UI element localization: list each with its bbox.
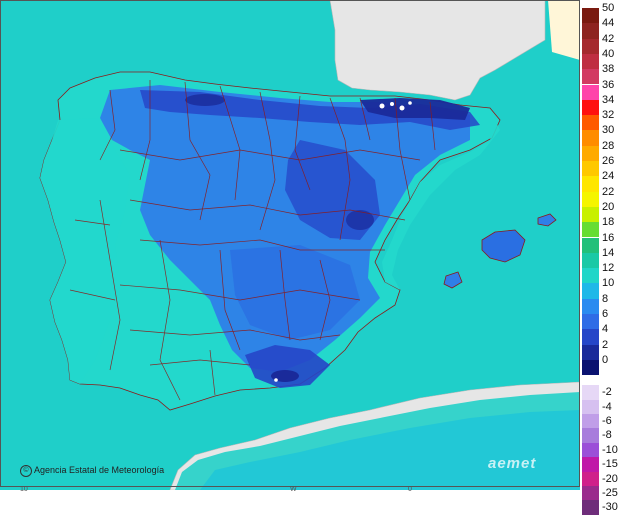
legend-swatch — [582, 457, 599, 472]
legend-label: 20 — [602, 200, 615, 213]
legend-label: 4 — [602, 323, 609, 336]
legend-label: 42 — [602, 32, 615, 45]
sierra-nevada-cold — [245, 345, 330, 388]
legend-swatch — [582, 38, 599, 54]
legend-swatch — [582, 130, 599, 146]
legend-swatch — [582, 428, 599, 443]
legend-label: 22 — [602, 185, 615, 198]
meseta-blue — [100, 85, 470, 372]
legend-label: 16 — [602, 231, 615, 244]
legend-swatch — [582, 115, 599, 131]
legend-swatch — [582, 84, 599, 100]
legend-label: 32 — [602, 109, 615, 122]
legend-swatch — [582, 442, 599, 458]
map-frame — [0, 0, 580, 487]
legend-label: 12 — [602, 262, 615, 275]
legend-label: -15 — [602, 458, 618, 471]
temperature-legend: 50 44 42 40 38 36 34 32 30 28 26 24 22 20 18 16 14 12 10 8 6… — [582, 3, 628, 515]
legend-label: -8 — [602, 429, 612, 442]
legend-swatch — [582, 399, 599, 414]
legend-label: -20 — [602, 472, 618, 485]
mallorca — [481, 229, 526, 263]
legend-label: 28 — [602, 139, 615, 152]
ibiza — [443, 271, 463, 289]
legend-swatch — [582, 385, 599, 400]
portugal-cyan — [40, 118, 130, 384]
legend-label: -30 — [602, 501, 618, 514]
legend-label: 26 — [602, 155, 615, 167]
legend-label: 38 — [602, 63, 615, 76]
legend-swatch — [582, 176, 599, 192]
legend-swatch — [582, 69, 599, 85]
legend-label: 44 — [602, 17, 615, 30]
legend-label: 10 — [602, 277, 615, 290]
legend-swatch — [582, 191, 599, 207]
legend-swatch — [582, 8, 599, 24]
sierra-nevada-peak — [271, 370, 299, 382]
snow-spot — [390, 102, 394, 106]
legend-swatch — [582, 222, 599, 238]
legend-swatch — [582, 471, 599, 486]
legend-label: 40 — [602, 47, 615, 60]
legend-label: -6 — [602, 415, 612, 427]
legend-swatch — [582, 344, 599, 360]
snow-spot — [399, 105, 405, 111]
legend-label: 34 — [602, 93, 615, 106]
legend-label: 18 — [602, 216, 615, 229]
legend-swatch — [582, 314, 599, 330]
copyright-icon: © — [20, 465, 32, 477]
aemet-watermark: aemet — [488, 455, 537, 472]
legend-label: 30 — [602, 124, 615, 137]
legend-swatch — [582, 329, 599, 345]
africa-inland — [200, 410, 580, 490]
legend-label: -25 — [602, 487, 618, 499]
legend-swatch — [582, 414, 599, 429]
pyrenees-cold — [360, 98, 470, 120]
legend-swatch — [582, 53, 599, 70]
temperature-map — [0, 0, 580, 490]
france-land — [329, 0, 546, 101]
france-se-strip — [548, 0, 580, 60]
province-borders — [69, 80, 436, 401]
credit-text: Agencia Estatal de Meteorología — [34, 465, 165, 475]
axis-tick: 10 — [20, 486, 28, 493]
legend-label: 50 — [602, 2, 615, 14]
legend-label: -2 — [602, 386, 612, 399]
snow-spot — [408, 101, 412, 105]
legend-label: 0 — [602, 353, 609, 366]
legend-label: -10 — [602, 443, 618, 456]
axis-tick: 0 — [408, 486, 412, 493]
cuenca-cold — [346, 210, 374, 230]
legend-swatch — [582, 99, 599, 116]
legend-swatch — [582, 237, 599, 253]
legend-label: 6 — [602, 308, 609, 320]
legend-swatch — [582, 252, 599, 269]
legend-label: -4 — [602, 400, 612, 413]
legend-label: 36 — [602, 78, 615, 91]
legend-swatch — [582, 268, 599, 284]
snow-spot — [379, 103, 385, 109]
legend-label: 24 — [602, 170, 615, 183]
legend-swatch — [582, 359, 599, 376]
legend-swatch — [582, 283, 599, 299]
legend-swatch — [582, 298, 599, 314]
cantabrian-peak — [185, 94, 225, 106]
legend-label: 2 — [602, 338, 609, 351]
legend-label: 8 — [602, 292, 609, 305]
menorca — [537, 213, 557, 227]
legend-swatch — [582, 145, 599, 161]
central-blue — [230, 245, 360, 340]
legend-swatch — [582, 161, 599, 177]
legend-label: 14 — [602, 246, 615, 259]
legend-swatch — [582, 206, 599, 223]
legend-swatch — [582, 486, 599, 501]
snow-spot — [274, 378, 278, 382]
legend-swatch — [582, 500, 599, 515]
axis-tick: W — [290, 486, 297, 493]
legend-swatch — [582, 23, 599, 39]
